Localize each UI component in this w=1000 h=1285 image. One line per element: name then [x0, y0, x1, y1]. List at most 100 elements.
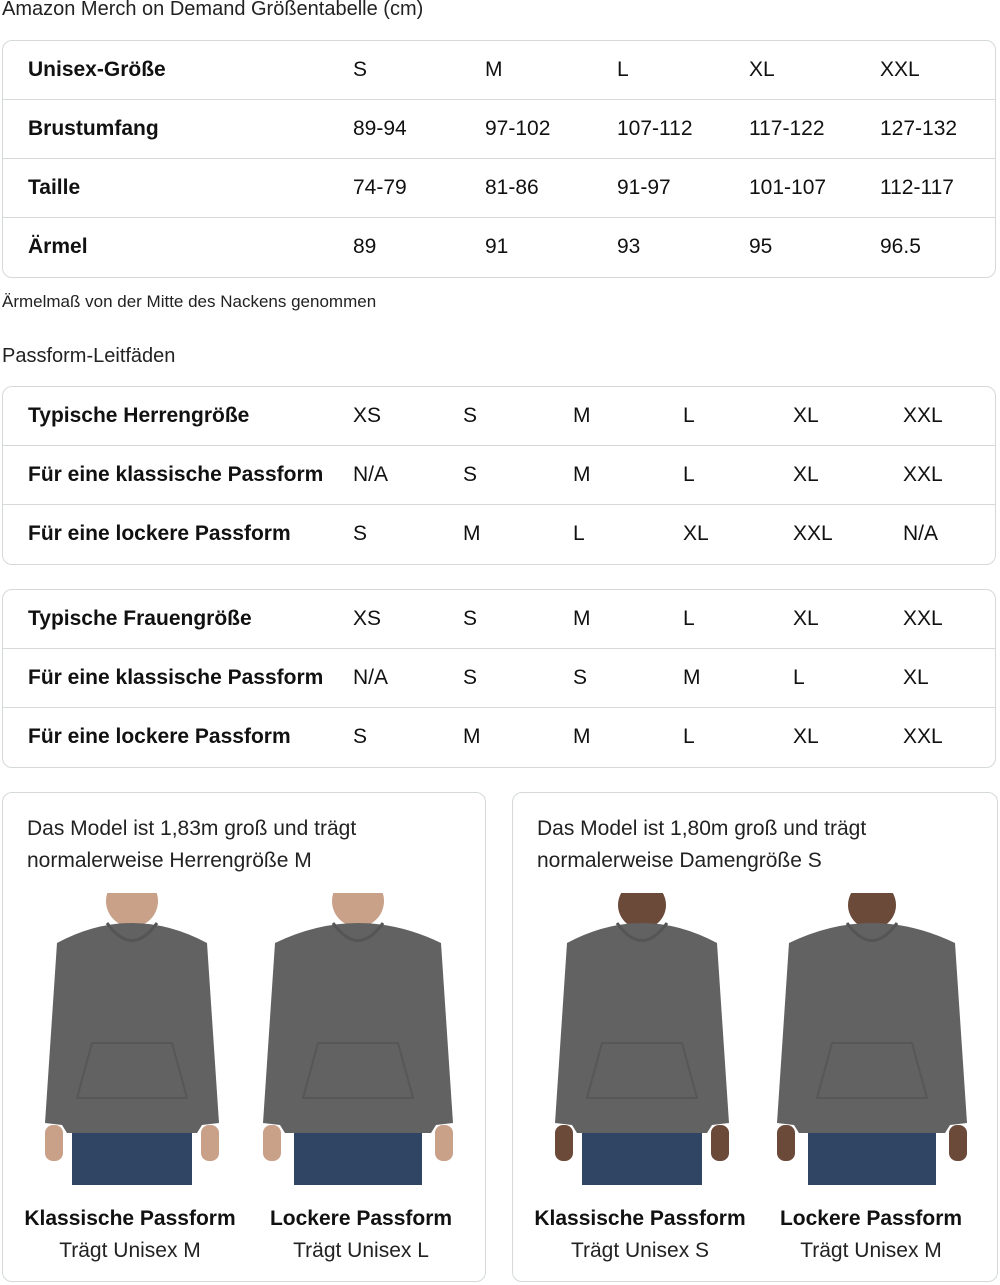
fit-caption-title: Klassische Passform: [24, 1207, 236, 1230]
sleeve-note: Ärmelmaß von der Mitte des Nackens genom…: [2, 292, 377, 311]
table-cell: M: [683, 666, 701, 689]
table-cell: M: [573, 404, 591, 427]
hoodie-model-image: [263, 875, 453, 1185]
women-model-card: Das Model ist 1,80m groß und trägt normal…: [512, 792, 998, 1282]
table-cell: M: [573, 725, 591, 748]
table-cell: M: [573, 463, 591, 486]
table-row: Für eine lockere Passform S M L XL XXL N/A: [3, 505, 995, 564]
table-cell: 95: [749, 235, 773, 258]
table-cell: L: [683, 404, 695, 427]
card-desc-line: Das Model ist 1,83m groß und trägt: [27, 817, 357, 840]
table-cell: M: [485, 58, 503, 81]
table-cell: N/A: [903, 522, 939, 545]
table-cell: 91-97: [617, 176, 671, 199]
hoodie-model-image: [45, 875, 219, 1185]
row-label: Für eine lockere Passform: [28, 725, 291, 748]
table-cell: 97-102: [485, 117, 551, 140]
row-label: Ärmel: [28, 235, 88, 258]
table-row: Typische Frauengröße XS S M L XL XXL: [3, 590, 995, 649]
table-cell: XL: [793, 725, 819, 748]
table-cell: S: [463, 666, 478, 689]
table-cell: M: [573, 607, 591, 630]
table-cell: S: [463, 463, 478, 486]
table-row: Taille 74-79 81-86 91-97 101-107 112-117: [3, 159, 995, 218]
row-label: Taille: [28, 176, 81, 199]
row-label: Typische Frauengröße: [28, 607, 252, 630]
row-label: Für eine klassische Passform: [28, 666, 324, 689]
table-cell: XL: [793, 404, 819, 427]
hoodie-model-image: [777, 881, 967, 1185]
table-cell: XXL: [903, 463, 943, 486]
table-cell: M: [463, 522, 481, 545]
table-row: Für eine klassische Passform N/A S S M L XL: [3, 649, 995, 708]
table-cell: S: [353, 725, 368, 748]
table-cell: L: [617, 58, 629, 81]
fit-caption-sub: Trägt Unisex L: [293, 1239, 429, 1262]
fit-caption-sub: Trägt Unisex M: [800, 1239, 942, 1262]
model-photo-classic: [27, 875, 237, 1185]
table-cell: 91: [485, 235, 509, 258]
fit-caption-title: Lockere Passform: [269, 1207, 453, 1230]
row-label: Typische Herrengröße: [28, 404, 250, 427]
table-row: Unisex-Größe S M L XL XXL: [3, 41, 995, 100]
table-cell: XS: [353, 404, 382, 427]
table-cell: L: [793, 666, 805, 689]
row-label: Brustumfang: [28, 117, 159, 140]
table-cell: XL: [749, 58, 775, 81]
table-cell: 112-117: [880, 176, 954, 199]
table-cell: XXL: [880, 58, 920, 81]
table-cell: 127-132: [880, 117, 958, 140]
card-desc-line: Das Model ist 1,80m groß und trägt: [537, 817, 867, 840]
page-title: Amazon Merch on Demand Größentabelle (cm…: [2, 0, 424, 20]
table-cell: N/A: [353, 666, 389, 689]
fit-caption-sub: Trägt Unisex M: [59, 1239, 201, 1262]
table-cell: L: [683, 463, 695, 486]
table-cell: XS: [353, 607, 382, 630]
size-table: Unisex-Größe S M L XL XXL Brustumfang 89-94 97-1…: [2, 40, 996, 278]
table-cell: XL: [793, 607, 819, 630]
table-cell: N/A: [353, 463, 389, 486]
table-row: Brustumfang 89-94 97-102 107-112 117-122 127-…: [3, 100, 995, 159]
card-desc-line: normalerweise Damengröße S: [537, 849, 822, 872]
table-cell: S: [353, 58, 368, 81]
table-row: Für eine lockere Passform S M M L XL XXL: [3, 708, 995, 767]
men-fit-table: Typische Herrengröße XS S M L XL XXL Für eine k…: [2, 386, 996, 565]
table-cell: XL: [903, 666, 929, 689]
table-cell: S: [463, 404, 478, 427]
men-model-card: Das Model ist 1,83m groß und trägt normal…: [2, 792, 486, 1282]
table-cell: 81-86: [485, 176, 539, 199]
table-cell: S: [353, 522, 368, 545]
table-cell: L: [573, 522, 585, 545]
table-cell: L: [683, 607, 695, 630]
fit-caption-sub: Trägt Unisex S: [570, 1239, 710, 1262]
row-label: Für eine klassische Passform: [28, 463, 324, 486]
table-cell: S: [463, 607, 478, 630]
table-cell: L: [683, 725, 695, 748]
women-fit-table: Typische Frauengröße XS S M L XL XXL Für eine k…: [2, 589, 996, 768]
table-cell: 96.5: [880, 235, 921, 258]
fit-caption-title: Klassische Passform: [534, 1207, 746, 1230]
table-cell: S: [573, 666, 588, 689]
fit-caption-title: Lockere Passform: [779, 1207, 963, 1230]
fit-guide-title: Passform-Leitfäden: [2, 345, 176, 367]
table-cell: XXL: [793, 522, 833, 545]
table-cell: XXL: [903, 404, 943, 427]
table-cell: XL: [793, 463, 819, 486]
hoodie-model-image: [555, 881, 729, 1185]
table-cell: 93: [617, 235, 641, 258]
table-row: Typische Herrengröße XS S M L XL XXL: [3, 387, 995, 446]
table-cell: 89: [353, 235, 377, 258]
row-label: Unisex-Größe: [28, 58, 166, 81]
row-label: Für eine lockere Passform: [28, 522, 291, 545]
model-photo-loose: [767, 881, 977, 1185]
table-cell: 101-107: [749, 176, 827, 199]
table-cell: 89-94: [353, 117, 407, 140]
table-row: Für eine klassische Passform N/A S M L XL XXL: [3, 446, 995, 505]
table-cell: XXL: [903, 725, 943, 748]
table-cell: 117-122: [749, 117, 825, 140]
model-photo-loose: [253, 875, 463, 1185]
table-cell: XXL: [903, 607, 943, 630]
card-desc-line: normalerweise Herrengröße M: [27, 849, 312, 872]
model-photo-classic: [537, 881, 747, 1185]
table-row: Ärmel 89 91 93 95 96.5: [3, 218, 995, 277]
